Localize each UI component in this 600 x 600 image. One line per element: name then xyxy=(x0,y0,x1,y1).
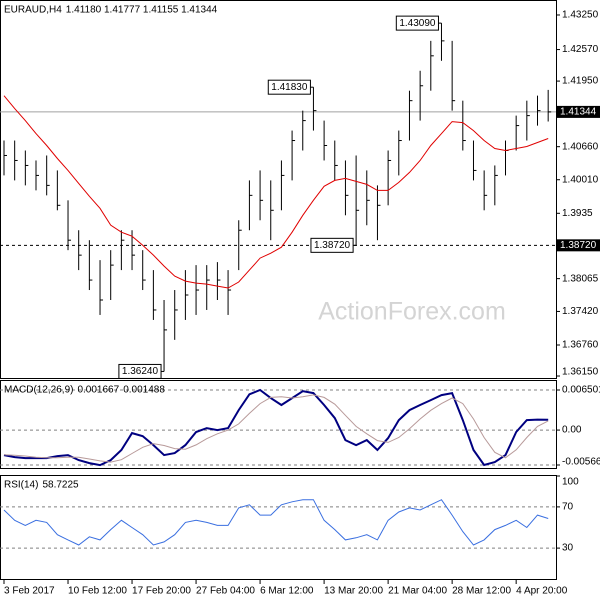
panel-frame xyxy=(0,0,557,379)
y-tick-label: 30 xyxy=(562,543,574,554)
y-tick-label: 1.40660 xyxy=(562,141,599,152)
chart-title: EURAUD,H4 xyxy=(4,5,62,16)
panel-value: 0.001488 xyxy=(123,385,165,396)
panel-frame xyxy=(0,475,557,580)
annotation-label: 1.38720 xyxy=(314,240,351,251)
indicator-line xyxy=(3,388,549,467)
y-tick-label: 1.36150 xyxy=(562,367,599,378)
x-tick-label: 3 Feb 2017 xyxy=(4,586,55,597)
annotation-label: 1.36240 xyxy=(122,366,159,377)
annotation-label: 1.41830 xyxy=(271,82,308,93)
y-tick-label: 70 xyxy=(562,502,574,513)
y-tick-label: 100 xyxy=(562,477,579,488)
quote: 1.41180 1.41777 1.41155 1.41344 xyxy=(66,5,218,16)
indicator-line xyxy=(3,394,549,463)
y-tick-label: 1.3935 xyxy=(562,208,593,219)
panel-title: RSI(14) xyxy=(4,480,38,491)
annotation-label: 1.43090 xyxy=(399,18,436,29)
y-tick-label: 1.41950 xyxy=(562,76,599,87)
x-tick-label: 6 Mar 12:00 xyxy=(260,586,314,597)
y-tick-label: -0.005666 xyxy=(562,457,600,468)
panel-frame xyxy=(0,380,557,469)
x-tick-label: 13 Mar 20:00 xyxy=(324,586,383,597)
x-tick-label: 21 Mar 04:00 xyxy=(388,586,447,597)
y-tick-label: 0.006501 xyxy=(562,385,600,396)
y-tick-label: 1.37420 xyxy=(562,306,599,317)
y-tick-label: 1.36760 xyxy=(562,340,599,351)
panel-value: 0.001667 xyxy=(77,385,119,396)
y-tick-label: 1.40010 xyxy=(562,174,599,185)
panel-title: MACD(12,26,9) xyxy=(4,385,73,396)
x-tick-label: 17 Feb 20:00 xyxy=(132,586,191,597)
panel-value: 58.7225 xyxy=(42,480,79,491)
x-tick-label: 28 Mar 12:00 xyxy=(452,586,511,597)
level-box xyxy=(557,239,600,252)
level-label: 1.38720 xyxy=(560,240,597,251)
y-tick-label: 1.38065 xyxy=(562,273,599,284)
x-tick-label: 10 Feb 12:00 xyxy=(68,586,127,597)
y-tick-label: 1.43250 xyxy=(562,10,599,21)
indicator-line xyxy=(3,499,549,546)
x-tick-label: 27 Feb 04:00 xyxy=(196,586,255,597)
y-tick-label: 1.42570 xyxy=(562,44,599,55)
price-label: 1.41344 xyxy=(560,107,597,118)
y-tick-label: 0.00 xyxy=(562,425,582,436)
moving-average xyxy=(3,95,549,289)
price-box xyxy=(557,105,600,118)
x-tick-label: 4 Apr 20:00 xyxy=(516,586,568,597)
watermark: ActionForex.com xyxy=(318,298,506,326)
